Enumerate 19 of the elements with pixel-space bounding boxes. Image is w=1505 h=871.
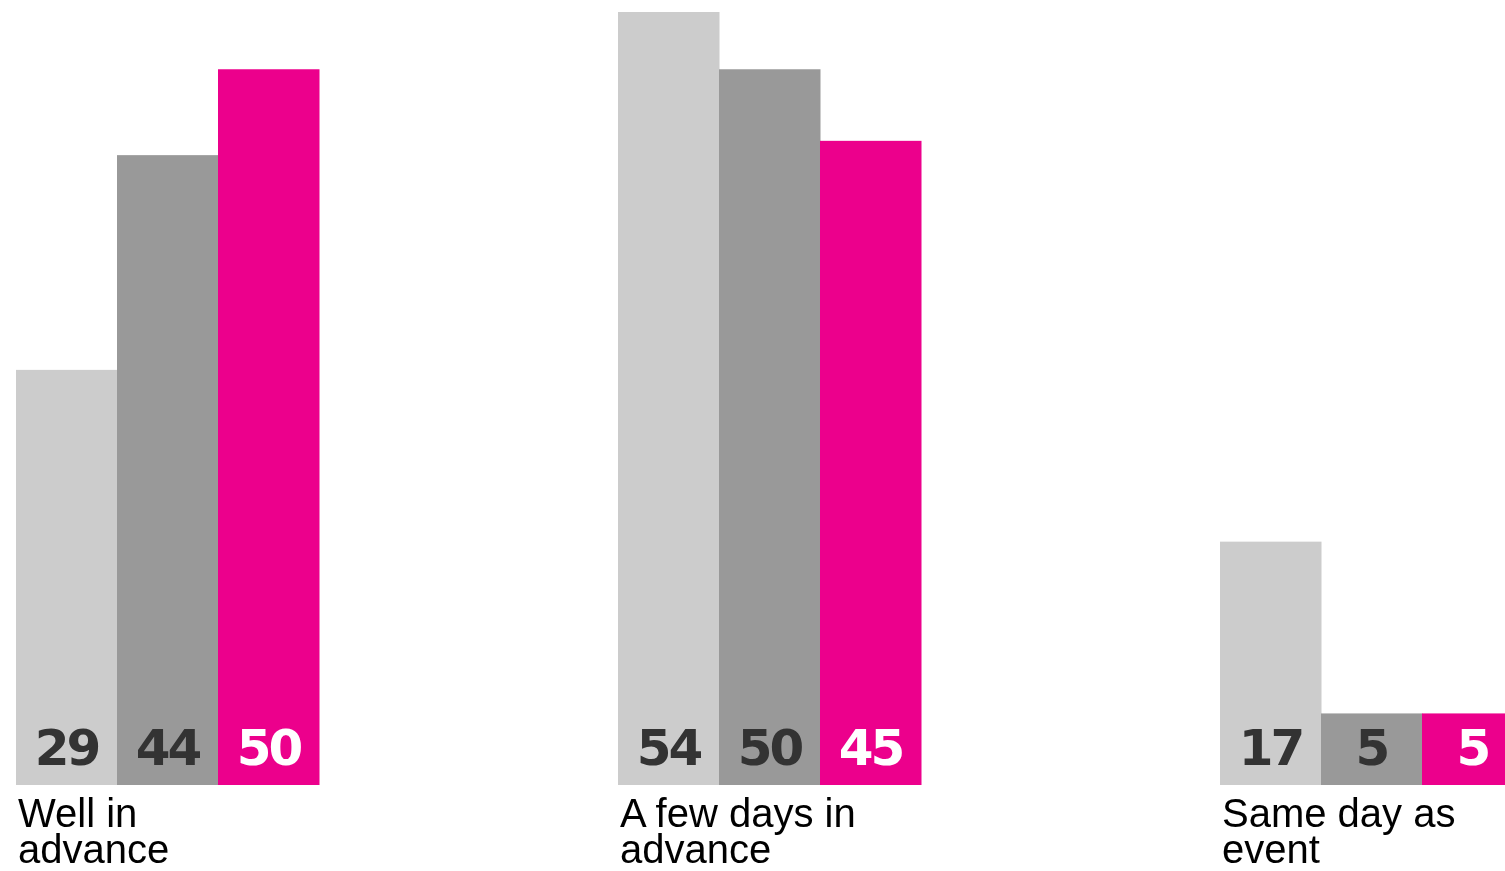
data-label: 45 — [838, 719, 903, 777]
data-label: 17 — [1238, 719, 1303, 777]
x-tick-label: Well in advance — [18, 791, 170, 871]
data-label: 50 — [737, 719, 803, 777]
bar — [1220, 541, 1322, 785]
data-label: 29 — [34, 719, 99, 777]
bar — [117, 155, 219, 785]
bar — [618, 12, 720, 785]
data-label: 5 — [1456, 719, 1489, 777]
bar — [820, 140, 922, 785]
x-tick-label: A few days in advance — [620, 791, 856, 871]
x-tick-label: Same day as event — [1222, 791, 1456, 871]
data-label: 54 — [636, 719, 702, 777]
bar — [16, 369, 118, 785]
bar — [719, 69, 821, 785]
data-label: 50 — [236, 719, 302, 777]
data-label: 5 — [1355, 719, 1388, 777]
bar — [218, 69, 320, 785]
data-label: 44 — [135, 719, 201, 777]
